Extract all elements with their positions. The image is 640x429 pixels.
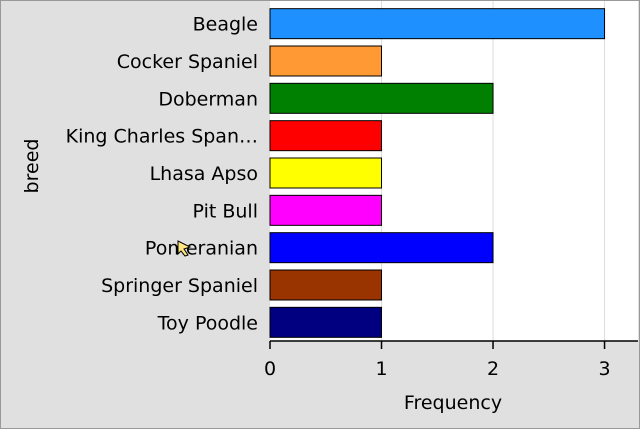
- x-tick-label: 3: [598, 358, 610, 380]
- bar[interactable]: [269, 232, 494, 264]
- bar[interactable]: [269, 8, 606, 40]
- category-label: Lhasa Apso: [150, 163, 258, 185]
- y-axis-label: breed: [21, 139, 43, 194]
- category-label: Pit Bull: [193, 200, 258, 222]
- category-label: Cocker Spaniel: [117, 51, 258, 73]
- x-tick-label: 1: [375, 358, 387, 380]
- bar[interactable]: [269, 157, 383, 189]
- x-axis-label: Frequency: [404, 392, 502, 414]
- mouse-cursor-icon: [177, 240, 192, 257]
- bar[interactable]: [269, 306, 383, 338]
- x-tick-label: 2: [487, 358, 499, 380]
- x-tick-label: 0: [264, 358, 276, 380]
- bar[interactable]: [269, 269, 383, 301]
- bar[interactable]: [269, 45, 383, 77]
- bar[interactable]: [269, 120, 383, 152]
- category-label: Toy Poodle: [157, 312, 258, 334]
- category-label: Beagle: [193, 14, 258, 36]
- bar[interactable]: [269, 82, 494, 114]
- category-label: King Charles Span…: [66, 126, 258, 148]
- bar[interactable]: [269, 194, 383, 226]
- category-label: Doberman: [158, 88, 258, 110]
- category-label: Springer Spaniel: [101, 275, 258, 297]
- category-label: Pomeranian: [145, 238, 258, 260]
